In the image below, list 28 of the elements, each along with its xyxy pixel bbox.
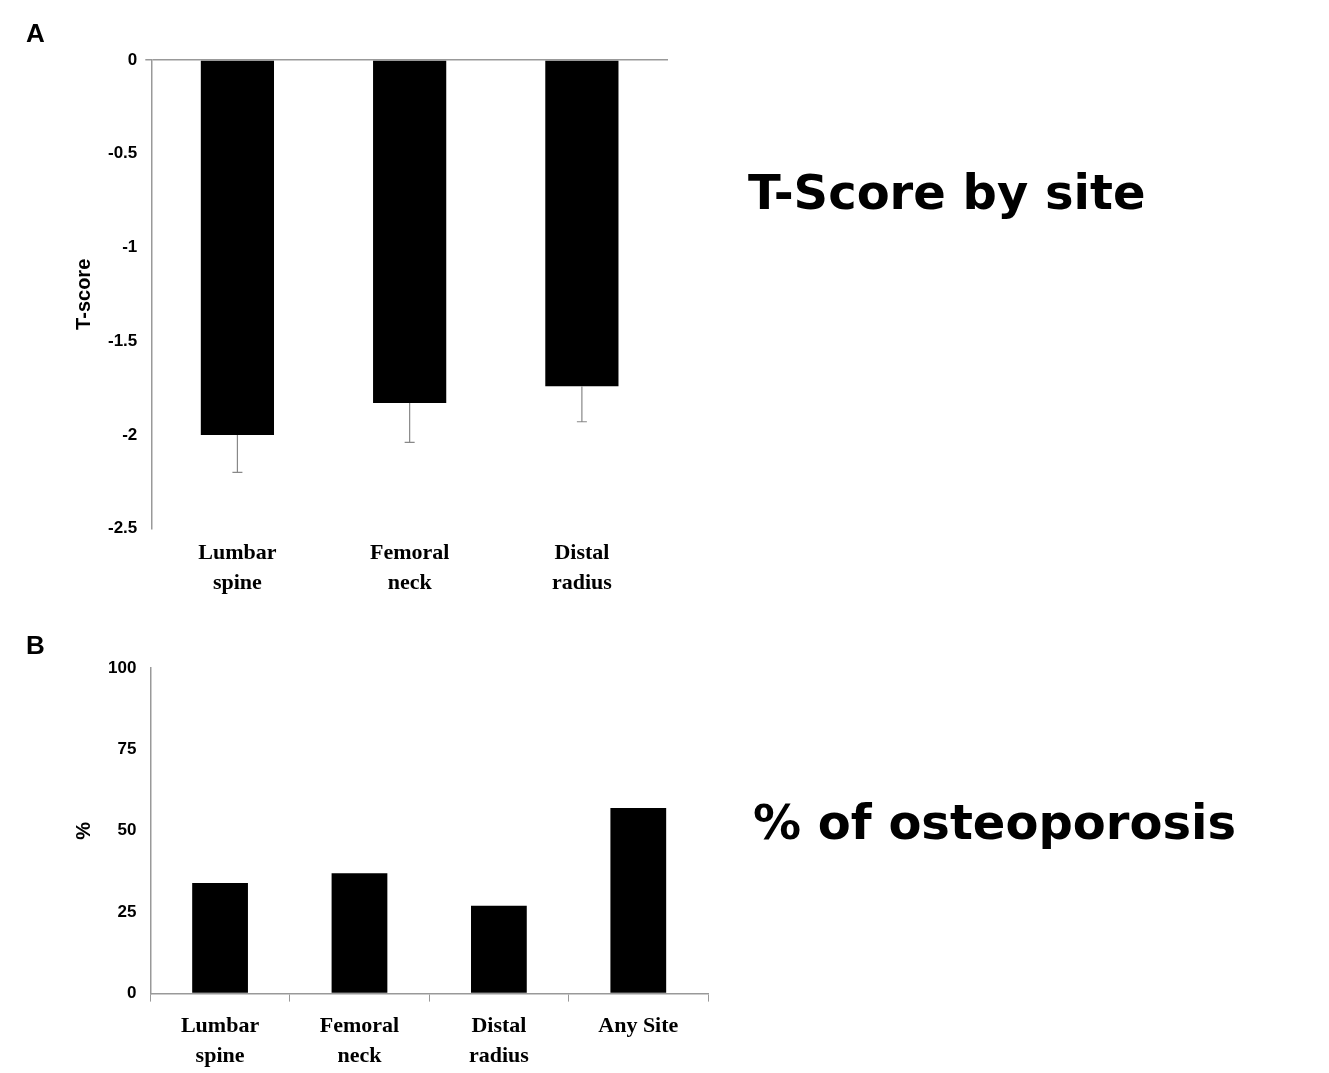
- y-tick-label: 75: [117, 739, 137, 759]
- y-tick-label: -1: [122, 237, 138, 257]
- x-tick-label: Femoral neck: [319, 1012, 400, 1067]
- y-tick-label: -2: [122, 424, 138, 444]
- y-axis-title: %: [71, 821, 94, 840]
- bar: [471, 905, 527, 993]
- x-tick-label: Lumbar spine: [180, 1012, 260, 1067]
- text: T-Score by site: [748, 164, 1146, 221]
- x-tick-label: Distal radius: [468, 1012, 530, 1067]
- y-tick-label: -2.5: [108, 518, 138, 538]
- text: A: [26, 18, 45, 49]
- x-tick-label: Distal radius: [551, 539, 613, 594]
- y-tick-label: 100: [107, 657, 137, 677]
- y-tick-label: -0.5: [108, 143, 138, 163]
- x-tick-label: Femoral neck: [369, 539, 450, 594]
- y-tick-label: 0: [126, 983, 137, 1003]
- y-tick-label: 25: [117, 901, 137, 921]
- x-tick-label: Lumbar spine: [198, 539, 277, 594]
- x-tick-label: Any Site: [598, 1012, 679, 1038]
- y-tick-label: -1.5: [108, 330, 138, 350]
- y-axis-title: T-score: [71, 258, 94, 330]
- y-tick-label: 50: [117, 820, 137, 840]
- text: B: [26, 630, 45, 661]
- text: % of osteoporosis: [753, 794, 1236, 851]
- bar: [192, 882, 248, 993]
- bar: [331, 873, 388, 993]
- y-tick-label: 0: [127, 49, 138, 69]
- bar: [610, 808, 667, 993]
